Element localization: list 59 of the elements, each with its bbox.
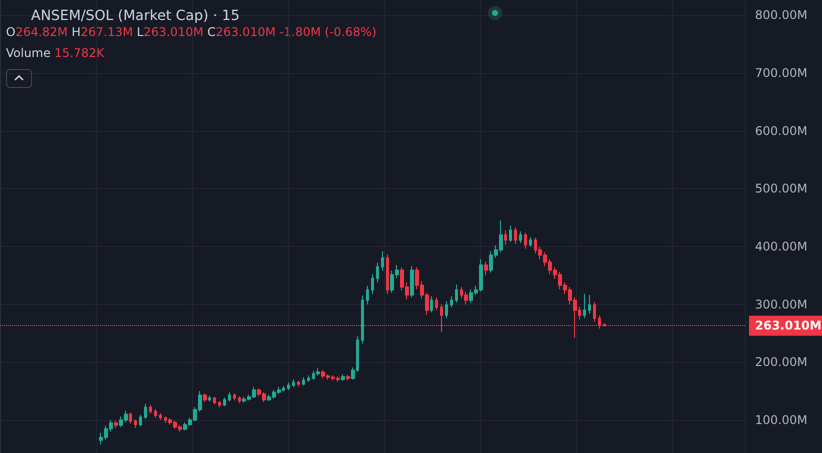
candlestick <box>208 395 211 402</box>
y-tick-label: 200.00M <box>755 355 808 370</box>
candlestick <box>346 374 350 382</box>
candlestick <box>114 420 118 429</box>
candlestick <box>129 412 132 424</box>
candlestick <box>386 254 389 294</box>
candlestick <box>302 376 305 386</box>
candlestick <box>228 392 231 402</box>
candlestick <box>435 296 438 311</box>
candlestick <box>144 403 147 420</box>
candlestick <box>504 230 507 246</box>
text: O264.82M H267.13M L263.010M C263.010M -1.80M (-0.68%) <box>6 25 376 39</box>
candlestick <box>134 418 137 429</box>
candlestick <box>361 295 364 344</box>
candlestick <box>583 293 586 319</box>
candlestick <box>376 262 379 283</box>
candlestick <box>139 414 142 427</box>
candlestick <box>316 367 320 376</box>
candlestick <box>287 382 290 390</box>
candlestick <box>509 225 512 242</box>
candlestick <box>588 294 591 314</box>
y-tick-label: 800.00M <box>755 8 808 22</box>
candlestick <box>410 266 414 298</box>
candlestick <box>524 232 527 250</box>
candlestick <box>341 374 345 382</box>
candlestick <box>371 274 374 294</box>
candlestick <box>149 404 152 414</box>
candlestick <box>159 412 162 421</box>
candlestick <box>455 284 458 304</box>
candlestick <box>223 396 226 407</box>
y-tick-label: 700.00M <box>755 66 808 80</box>
ref-line-label: 263.010M <box>755 318 822 333</box>
candlestick <box>154 408 157 418</box>
annotation: Volume 15.782K <box>6 46 106 60</box>
y-tick-label: 400.00M <box>755 239 808 254</box>
candlestick <box>233 392 236 401</box>
candlestick <box>519 230 522 244</box>
candlestick <box>218 400 221 408</box>
candlestick <box>430 296 433 313</box>
candlestick <box>292 379 295 388</box>
candlestick <box>213 396 216 405</box>
candlestick <box>445 300 448 319</box>
candlestick <box>450 296 453 308</box>
candlestick <box>238 396 241 404</box>
candlestick <box>464 291 468 305</box>
candlestick <box>307 374 310 382</box>
candlestick <box>529 236 532 247</box>
candlestick <box>381 250 384 272</box>
candlestick <box>203 392 207 403</box>
y-tick-label: 100.00M <box>755 413 808 428</box>
candlestick <box>514 226 517 245</box>
y-tick-label: 300.00M <box>755 297 808 312</box>
candlestick <box>366 285 369 305</box>
candlestick <box>484 261 488 276</box>
y-tick-label: 600.00M <box>755 124 808 138</box>
candlestick <box>593 302 596 322</box>
candlestick <box>297 380 300 387</box>
text: ANSEM/SOL (Market Cap) · 15 <box>31 8 240 24</box>
y-tick-label: 500.00M <box>755 182 808 196</box>
